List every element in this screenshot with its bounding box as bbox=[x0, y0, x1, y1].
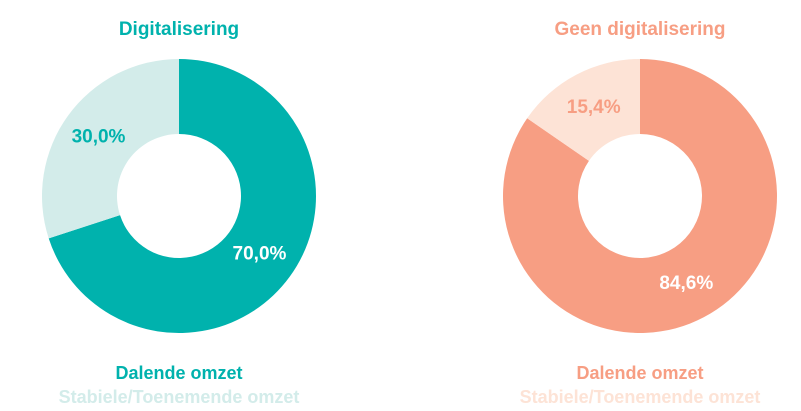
legend-entry: Dalende omzet bbox=[576, 363, 703, 383]
legend-entry: Stabiele/Toenemende omzet bbox=[59, 387, 300, 407]
chart-title: Geen digitalisering bbox=[554, 19, 725, 40]
data-label: 15,4% bbox=[567, 97, 621, 118]
donut-slice bbox=[503, 59, 777, 333]
legend-entry: Stabiele/Toenemende omzet bbox=[520, 387, 761, 407]
data-label: 70,0% bbox=[233, 244, 287, 265]
chart-title: Digitalisering bbox=[119, 19, 239, 40]
donut-slice bbox=[41, 59, 180, 239]
donut-slice bbox=[48, 59, 316, 333]
data-label: 30,0% bbox=[72, 127, 126, 148]
donut-slice bbox=[527, 59, 640, 161]
data-label: 84,6% bbox=[659, 273, 713, 294]
legend-entry: Dalende omzet bbox=[115, 363, 242, 383]
